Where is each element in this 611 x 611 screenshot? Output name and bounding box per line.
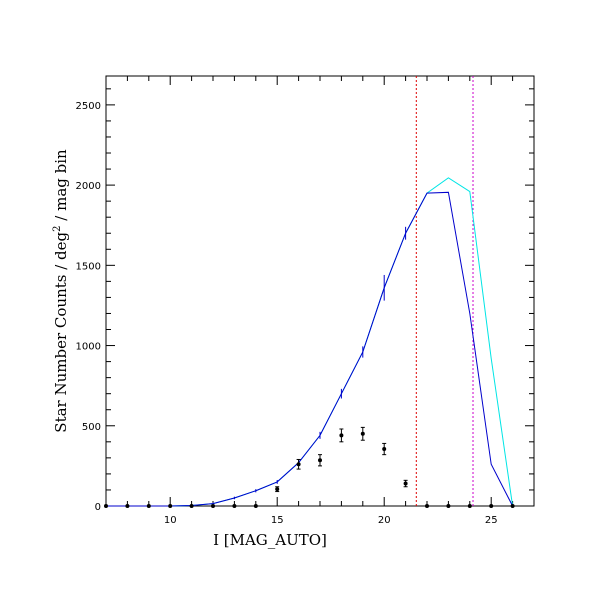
data-point [211,504,215,508]
data-point [253,504,258,508]
data-series [104,177,515,508]
data-point [189,504,194,508]
data-point [403,481,408,486]
plot-frame [105,75,535,507]
data-point [510,504,515,508]
tick-labels: 10 15 20 25 0 500 1000 1500 2000 2500 [76,101,498,526]
y-tick-label: 1500 [76,261,101,272]
series-line-1 [106,177,514,507]
y-axis-title-main: Star Number Counts / deg [52,231,70,432]
series-line-2 [106,191,514,507]
data-point [425,504,429,508]
data-point [339,433,344,438]
data-point [125,504,130,508]
data-point [446,504,451,508]
x-tick-label: 10 [164,515,177,526]
data-point [489,504,494,508]
data-point [275,487,280,492]
data-point [318,458,322,463]
x-tick-label: 25 [485,515,498,526]
x-tick-label: 20 [378,515,391,526]
x-tick-label: 15 [271,515,284,526]
x-axis-title: I [MAG_AUTO] [213,531,327,549]
reference-lines [415,76,474,506]
data-point [360,431,365,436]
axis-ticks [105,76,535,507]
y-tick-label: 0 [95,502,101,513]
data-point [296,462,301,467]
data-point [467,504,472,508]
data-point [104,504,108,508]
y-axis-title: Star Number Counts / deg2 / mag bin [52,149,70,433]
data-point [382,447,387,452]
data-point [232,504,237,508]
y-tick-label: 1000 [76,342,101,353]
data-point [168,504,173,508]
y-tick-label: 2500 [76,101,101,112]
y-tick-label: 2000 [76,181,101,192]
y-axis-title-superscript: 2 [52,225,63,231]
data-point [146,504,151,508]
y-tick-label: 500 [82,422,101,433]
y-axis-title-suffix: / mag bin [52,149,70,226]
